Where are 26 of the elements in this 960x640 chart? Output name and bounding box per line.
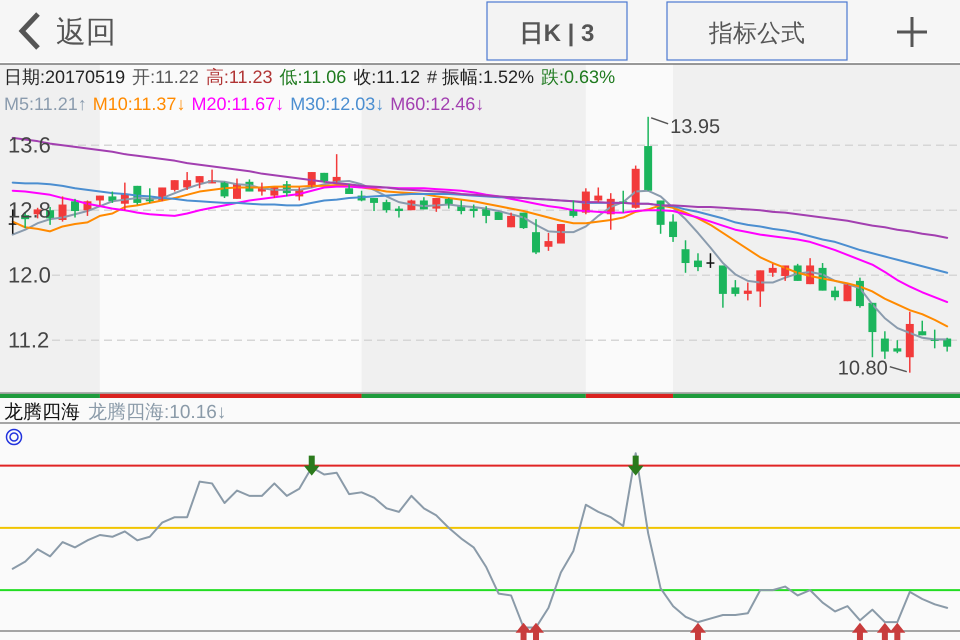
text: 指标公式 [708,20,805,47]
annotation: 日期:20170519 [4,67,126,87]
candlestick [494,211,503,221]
line-series [12,136,948,239]
annotation: 开:11.22 [132,67,199,87]
y-tick-label: 12.8 [8,198,51,223]
y-tick-label: 12.0 [8,262,51,288]
annotation: # 振幅:1.52% [426,67,534,87]
annotation: 跌:0.63% [541,67,616,87]
annotation: 高:11.23 [206,67,273,87]
text: M30:12.03↓ [290,94,384,114]
text: M10:11.37↓ [92,94,186,114]
text: M5:11.21↑ [4,94,87,114]
annotation: 13.95 [670,116,720,138]
y-tick-label: 11.2 [8,328,50,353]
annotation: 收:11.12 [353,67,420,87]
candlestick [556,223,565,244]
text: 返回 [56,16,116,49]
annotation: 10.80 [838,358,888,380]
y-tick-label: 13.6 [8,132,51,158]
text: M60:12.46↓ [390,94,484,114]
annotation: 低:11.06 [280,67,346,87]
candlestick [844,283,852,302]
line-series [12,186,948,304]
text: M20:11.67↓ [191,94,284,114]
text: 日K | 3 [520,20,594,47]
